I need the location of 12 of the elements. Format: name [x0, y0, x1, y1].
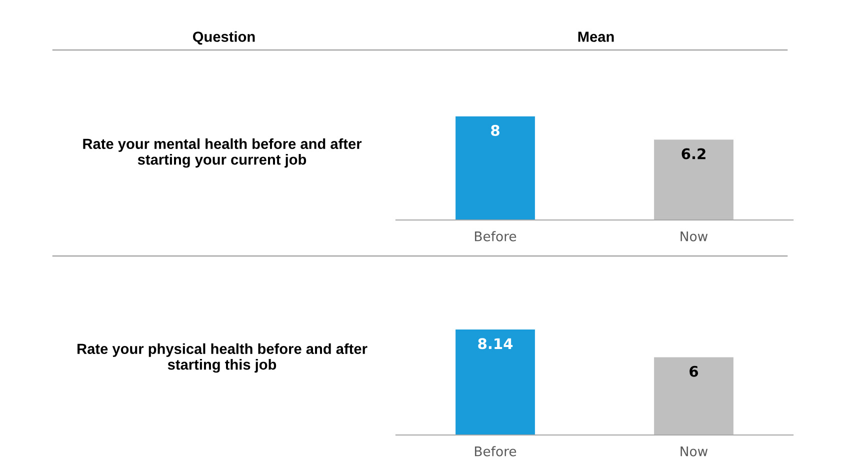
- data-label: 6.2: [682, 148, 706, 160]
- x-tick-label: Before: [474, 446, 516, 456]
- data-label: 8: [491, 124, 500, 136]
- x-tick-label: Now: [680, 232, 708, 242]
- text: Rate your physical health before and after starting this job: [78, 343, 368, 373]
- text: Mean: [578, 32, 614, 42]
- x-tick-label: Before: [474, 231, 516, 242]
- x-tick-label: Now: [680, 446, 708, 456]
- text: Rate your mental health before and after starting your current job: [83, 138, 362, 168]
- data-label: 6: [690, 366, 698, 377]
- data-label: 8.14: [478, 338, 513, 350]
- text: Question: [193, 31, 255, 45]
